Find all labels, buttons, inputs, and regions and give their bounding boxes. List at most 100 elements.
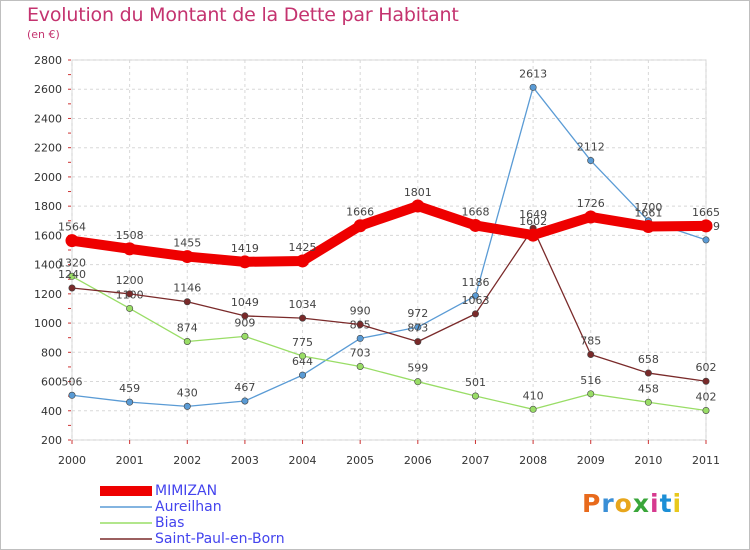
data-point-mimizan [526,228,540,242]
legend-item-saint-paul-en-born: Saint-Paul-en-Born [100,531,285,547]
data-label-bias: 1320 [58,256,86,269]
data-label-mimizan: 1508 [116,229,144,242]
x-tick-label: 2000 [58,454,86,467]
data-label-aureilhan: 1700 [634,201,662,214]
data-point-aureilhan [183,402,191,410]
y-tick-label: 1200 [34,288,62,301]
data-label-mimizan: 1726 [577,197,605,210]
data-label-mimizan: 1665 [692,206,720,219]
legend-label: Saint-Paul-en-Born [155,531,285,547]
data-label-aureilhan: 2112 [577,141,605,154]
data-label-aureilhan: 2613 [519,67,547,80]
data-point-bias [529,405,537,413]
x-tick-label: 2008 [519,454,547,467]
legend-item-bias: Bias [100,515,285,531]
x-tick-label: 2003 [231,454,259,467]
series-line-bias [71,275,707,412]
y-tick-label: 200 [41,434,62,447]
logo-letter: t [659,489,673,518]
data-point-bias [299,352,307,360]
x-tick-label: 2004 [289,454,317,467]
data-label-aureilhan: 506 [62,375,83,388]
data-point-aureilhan [299,371,307,379]
data-label-bias: 410 [523,389,544,402]
data-point-bias [68,272,76,280]
x-tick-label: 2001 [116,454,144,467]
y-tick-label: 2200 [34,142,62,155]
data-point-bias [241,332,249,340]
legend-label: Bias [155,515,185,531]
data-label-saint-paul-en-born: 1049 [231,296,259,309]
legend-label: Aureilhan [155,499,222,515]
data-point-bias [356,362,364,370]
data-point-aureilhan [126,398,134,406]
data-point-aureilhan [587,157,595,165]
data-point-aureilhan [471,292,479,300]
proxiti-logo: Proxiti [582,489,682,518]
data-point-aureilhan [356,334,364,342]
data-point-saint-paul-en-born [183,298,191,306]
series-line-mimizan [71,201,707,267]
data-label-saint-paul-en-born: 1649 [519,208,547,221]
data-point-mimizan [238,255,252,269]
logo-letter: x [632,489,650,518]
x-tick-label: 2005 [346,454,374,467]
data-point-saint-paul-en-born [299,314,307,322]
data-point-mimizan [296,254,310,268]
data-label-bias: 516 [580,374,601,387]
data-point-saint-paul-en-born [644,369,652,377]
data-point-aureilhan [414,323,422,331]
y-tick-label: 600 [41,376,62,389]
data-label-saint-paul-en-born: 602 [696,361,717,374]
data-point-aureilhan [702,236,710,244]
data-label-aureilhan: 1186 [461,276,489,289]
data-label-saint-paul-en-born: 990 [350,305,371,318]
data-label-bias: 402 [696,390,717,403]
data-label-mimizan: 1668 [461,205,489,218]
data-point-saint-paul-en-born [126,290,134,298]
x-tick-label: 2011 [692,454,720,467]
legend-label: MIMIZAN [155,483,218,499]
y-tick-label: 400 [41,405,62,418]
data-point-bias [702,406,710,414]
x-tick-label: 2007 [461,454,489,467]
data-label-bias: 501 [465,376,486,389]
legend-swatch-bias [100,522,152,524]
legend-item-aureilhan: Aureilhan [100,499,285,515]
x-tick-label: 2010 [634,454,662,467]
data-label-aureilhan: 459 [119,382,140,395]
y-tick-label: 1800 [34,200,62,213]
legend-swatch-saint-paul-en-born [100,538,152,540]
y-tick-label: 2000 [34,171,62,184]
data-label-bias: 909 [234,316,255,329]
data-point-saint-paul-en-born [587,350,595,358]
chart-subtitle: (en €) [27,28,60,41]
data-point-bias [414,378,422,386]
data-point-mimizan [180,250,194,264]
x-tick-label: 2002 [173,454,201,467]
data-label-saint-paul-en-born: 1146 [173,282,201,295]
data-label-saint-paul-en-born: 873 [407,322,428,335]
data-label-saint-paul-en-born: 658 [638,353,659,366]
y-tick-label: 1400 [34,259,62,272]
data-label-saint-paul-en-born: 1240 [58,268,86,281]
legend-swatch-mimizan [100,486,152,496]
data-label-aureilhan: 430 [177,386,198,399]
data-label-mimizan: 1564 [58,221,86,234]
data-point-saint-paul-en-born [356,321,364,329]
data-point-saint-paul-en-born [471,310,479,318]
chart-title: Evolution du Montant de la Dette par Hab… [27,4,459,26]
legend-swatch-aureilhan [100,506,152,508]
data-point-mimizan [584,210,598,224]
data-label-saint-paul-en-born: 785 [580,335,601,348]
data-label-saint-paul-en-born: 1063 [461,294,489,307]
y-tick-label: 1000 [34,317,62,330]
data-point-mimizan [641,219,655,233]
data-point-mimizan [411,199,425,213]
plot-area [71,59,707,441]
y-tick-label: 800 [41,346,62,359]
data-point-bias [126,304,134,312]
logo-letter: P [582,489,602,518]
data-label-mimizan: 1666 [346,206,374,219]
